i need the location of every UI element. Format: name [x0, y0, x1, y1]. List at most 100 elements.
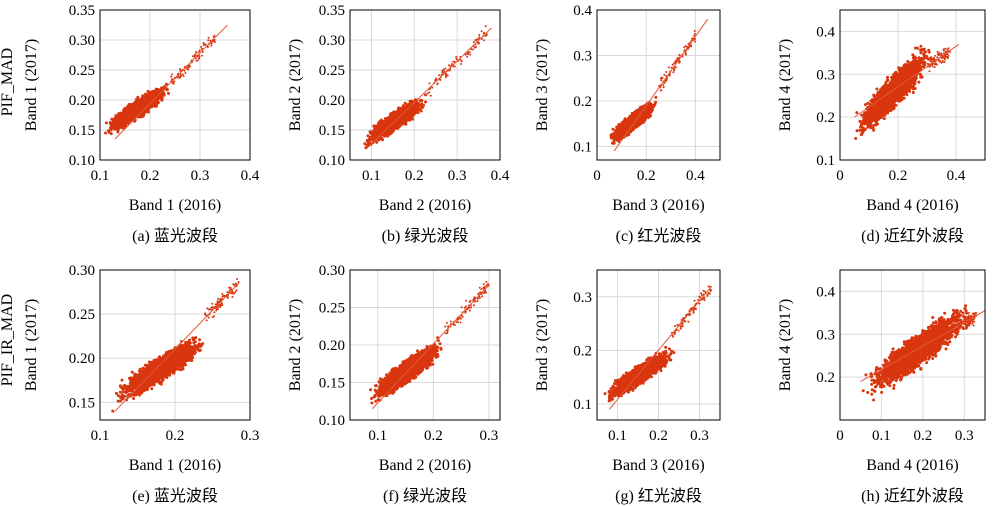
- outlier-point: [198, 57, 201, 60]
- x-tick-label: 0.4: [491, 168, 510, 184]
- data-point: [131, 116, 134, 120]
- outlier-point: [178, 76, 181, 79]
- x-tick-label: 0.4: [241, 168, 260, 184]
- outlier-point: [183, 69, 186, 72]
- data-point: [122, 120, 126, 124]
- outlier-point: [210, 42, 213, 45]
- data-point: [139, 115, 143, 119]
- outlier-point: [204, 43, 207, 46]
- data-point: [372, 129, 376, 133]
- x-tick-label: 0.2: [405, 168, 424, 184]
- data-point: [116, 123, 120, 127]
- row-label-bottom: PIF_IR_MAD: [0, 294, 16, 386]
- outlier-point: [193, 55, 195, 58]
- outlier-point: [172, 82, 175, 85]
- data-point: [140, 99, 144, 103]
- data-point: [141, 95, 145, 99]
- data-point: [408, 99, 412, 103]
- data-point: [114, 116, 117, 120]
- y-tick-label: 0.35: [69, 3, 95, 19]
- data-point: [119, 121, 123, 125]
- outlier-point: [207, 36, 210, 39]
- data-point: [419, 109, 423, 113]
- data-point: [148, 93, 152, 97]
- scatter-panel-b: 0.1 0.2 0.3 0.40.100.150.200.250.300.35Band…: [287, 3, 510, 245]
- row-label-top: PIF_MAD: [0, 48, 16, 116]
- data-point: [133, 106, 137, 110]
- data-point: [372, 124, 376, 128]
- y-tick-label: 0.15: [319, 123, 345, 139]
- data-point: [119, 125, 123, 128]
- data-point: [140, 101, 144, 105]
- scatter-points: [104, 34, 216, 136]
- data-point: [136, 106, 140, 110]
- y-tick-label: 0.10: [69, 153, 95, 169]
- outlier-point: [200, 45, 203, 48]
- data-point: [147, 107, 151, 111]
- data-point: [153, 104, 157, 108]
- y-tick-label: 0.25: [319, 63, 345, 79]
- data-point: [115, 126, 119, 130]
- scatter-points: [363, 25, 488, 150]
- outlier-point: [179, 68, 181, 70]
- x-tick-label: 0.3: [448, 168, 467, 184]
- outlier-point: [193, 53, 196, 56]
- data-point: [141, 104, 145, 108]
- y-tick-label: 0.20: [69, 93, 95, 109]
- y-tick-label: 0.30: [69, 33, 95, 49]
- plot-frame: [99, 9, 251, 161]
- data-point: [153, 90, 157, 94]
- outlier-point: [195, 59, 198, 62]
- data-point: [157, 89, 161, 93]
- data-point: [126, 109, 130, 113]
- data-point: [110, 117, 114, 121]
- data-point: [118, 113, 122, 117]
- data-point: [159, 96, 163, 100]
- outlier-point: [213, 34, 216, 37]
- outlier-point: [182, 75, 185, 77]
- data-point: [419, 98, 423, 102]
- outlier-point: [180, 74, 182, 77]
- data-point: [162, 85, 166, 89]
- outlier-point: [201, 54, 204, 57]
- x-tick-label: 0.3: [191, 168, 210, 184]
- outlier-point: [173, 80, 176, 83]
- data-point: [109, 132, 113, 136]
- data-point: [104, 131, 107, 135]
- x-tick-label: 0.1: [91, 168, 110, 184]
- y-tick-label: 0.20: [319, 93, 345, 109]
- data-point: [113, 127, 117, 131]
- x-axis-label: Band 1 (2016): [129, 197, 221, 214]
- fit-line: [114, 24, 228, 140]
- outlier-point: [170, 75, 172, 78]
- data-point: [124, 114, 128, 118]
- data-point: [114, 114, 118, 118]
- data-point: [149, 97, 153, 101]
- data-point: [134, 110, 138, 113]
- data-point: [381, 138, 385, 142]
- data-point: [128, 104, 132, 108]
- outlier-point: [194, 51, 197, 54]
- data-point: [137, 98, 141, 102]
- data-point: [109, 128, 113, 132]
- data-point: [365, 143, 369, 147]
- outlier-point: [210, 44, 213, 47]
- data-point: [129, 110, 133, 114]
- data-point: [147, 96, 150, 100]
- data-point: [165, 88, 169, 92]
- panel-caption: (a) 蓝光波段: [132, 227, 218, 245]
- data-point: [153, 101, 157, 105]
- outlier-point: [198, 49, 201, 52]
- y-tick-label: 0.25: [69, 63, 95, 79]
- data-point: [112, 120, 116, 124]
- x-tick-label: 0.1: [362, 168, 381, 184]
- data-point: [424, 93, 427, 97]
- outlier-point: [171, 73, 173, 76]
- y-axis-label: Band 1 (2017): [23, 39, 40, 131]
- outlier-point: [207, 39, 210, 42]
- y-tick-label: 0.10: [319, 153, 345, 169]
- data-point: [156, 100, 160, 104]
- y-tick-label: 0.15: [69, 123, 95, 139]
- data-point: [104, 121, 108, 125]
